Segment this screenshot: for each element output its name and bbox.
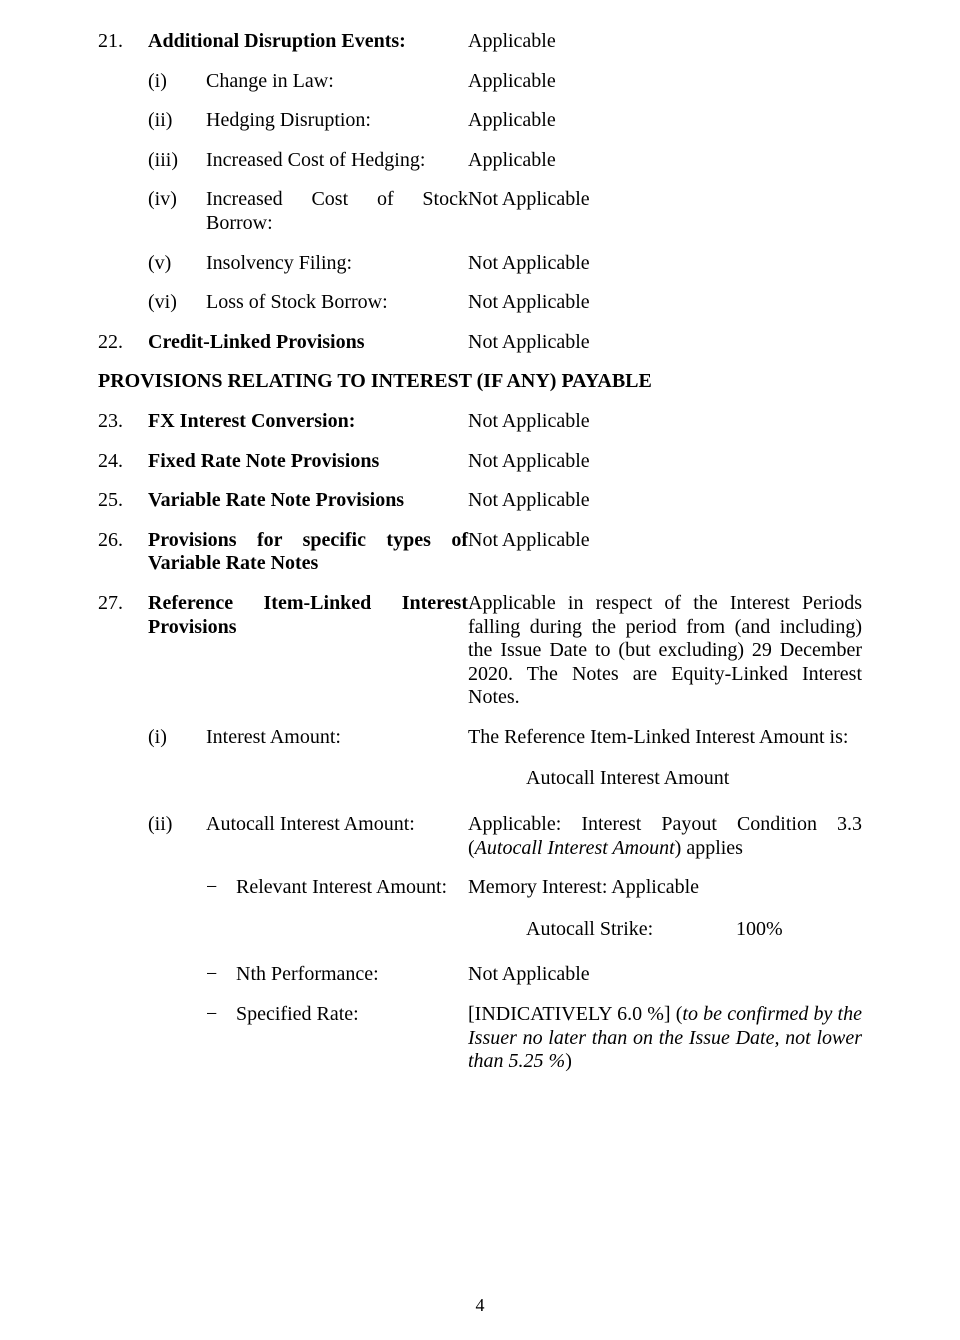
sub-marker: (i): [148, 70, 206, 94]
sub-value: Applicable: [468, 109, 862, 133]
sub-label: Hedging Disruption:: [206, 109, 468, 133]
item-21-iv: (iv) Increased Cost of Stock Borrow: Not…: [98, 188, 862, 235]
sub-marker: (v): [148, 252, 206, 276]
item-value: Not Applicable: [468, 450, 862, 474]
item-label: Credit-Linked Provisions: [148, 331, 468, 355]
item-27: 27. Reference Item-Linked Interest Provi…: [98, 592, 862, 710]
sub-marker: (iv): [148, 188, 206, 212]
text-part: ): [565, 1050, 572, 1072]
item-number: 25.: [98, 489, 148, 513]
item-27-i: (i) Interest Amount: The Reference Item-…: [98, 726, 862, 750]
item-27-ii-nth-performance: − Nth Performance: Not Applicable: [98, 963, 862, 987]
item-21-i: (i) Change in Law: Applicable: [98, 70, 862, 94]
sub-label: Change in Law:: [206, 70, 468, 94]
sub-value: Not Applicable: [468, 252, 862, 276]
item-label: Provisions for specific types of Variabl…: [148, 529, 468, 576]
dash-marker: −: [206, 1003, 236, 1027]
item-number: 22.: [98, 331, 148, 355]
item-21-v: (v) Insolvency Filing: Not Applicable: [98, 252, 862, 276]
item-value: Applicable in respect of the Interest Pe…: [468, 592, 862, 710]
sub-marker: (iii): [148, 149, 206, 173]
text-part: ) applies: [675, 837, 743, 859]
item-value: Applicable: [468, 30, 862, 54]
item-21: 21. Additional Disruption Events: Applic…: [98, 30, 862, 54]
item-25: 25. Variable Rate Note Provisions Not Ap…: [98, 489, 862, 513]
dash-value: [INDICATIVELY 6.0 %] (to be confirmed by…: [468, 1003, 862, 1074]
sub-label: Interest Amount:: [206, 726, 468, 750]
sub-value: The Reference Item-Linked Interest Amoun…: [468, 726, 862, 750]
sub-value: Applicable: Interest Payout Condition 3.…: [468, 813, 862, 860]
item-21-vi: (vi) Loss of Stock Borrow: Not Applicabl…: [98, 291, 862, 315]
dash-value: Memory Interest: Applicable: [468, 876, 862, 900]
page-number: 4: [0, 1295, 960, 1316]
item-number: 21.: [98, 30, 148, 54]
sub-marker: (ii): [148, 109, 206, 133]
item-24: 24. Fixed Rate Note Provisions Not Appli…: [98, 450, 862, 474]
sub-value: Not Applicable: [468, 291, 862, 315]
autocall-strike-value: 100%: [736, 918, 783, 942]
sub-marker: (vi): [148, 291, 206, 315]
item-number: 23.: [98, 410, 148, 434]
item-label: FX Interest Conversion:: [148, 410, 468, 434]
text-italic: Autocall Interest Amount: [475, 837, 675, 859]
item-22: 22. Credit-Linked Provisions Not Applica…: [98, 331, 862, 355]
item-23: 23. FX Interest Conversion: Not Applicab…: [98, 410, 862, 434]
sub-label: Insolvency Filing:: [206, 252, 468, 276]
item-label-text: Additional Disruption Events:: [148, 30, 406, 52]
sub-label: Increased Cost of Hedging:: [206, 149, 468, 173]
item-27-i-sub: Autocall Interest Amount: [526, 767, 862, 791]
section-heading-interest: PROVISIONS RELATING TO INTEREST (IF ANY)…: [98, 370, 862, 394]
autocall-strike-label: Autocall Strike:: [526, 918, 736, 942]
document-page: 21. Additional Disruption Events: Applic…: [0, 0, 960, 1340]
item-27-ii: (ii) Autocall Interest Amount: Applicabl…: [98, 813, 862, 860]
autocall-strike-row: Autocall Strike: 100%: [526, 918, 862, 942]
item-label: Variable Rate Note Provisions: [148, 489, 468, 513]
sub-value: Not Applicable: [468, 188, 862, 212]
item-label: Reference Item-Linked Interest Provision…: [148, 592, 468, 639]
dash-marker: −: [206, 963, 236, 987]
sub-label: Autocall Interest Amount:: [206, 813, 468, 837]
sub-value: Applicable: [468, 149, 862, 173]
item-number: 24.: [98, 450, 148, 474]
item-number: 27.: [98, 592, 148, 616]
item-value: Not Applicable: [468, 529, 862, 553]
item-21-ii: (ii) Hedging Disruption: Applicable: [98, 109, 862, 133]
item-27-ii-relevant-interest: − Relevant Interest Amount: Memory Inter…: [98, 876, 862, 900]
sub-marker: (ii): [148, 813, 206, 837]
dash-label: Relevant Interest Amount:: [236, 876, 468, 900]
dash-label: Specified Rate:: [236, 1003, 468, 1027]
item-label: Additional Disruption Events:: [148, 30, 468, 54]
dash-value: Not Applicable: [468, 963, 862, 987]
item-value: Not Applicable: [468, 331, 862, 355]
sub-value: Applicable: [468, 70, 862, 94]
item-label: Fixed Rate Note Provisions: [148, 450, 468, 474]
sub-label: Loss of Stock Borrow:: [206, 291, 468, 315]
item-number: 26.: [98, 529, 148, 553]
item-21-iii: (iii) Increased Cost of Hedging: Applica…: [98, 149, 862, 173]
sub-marker: (i): [148, 726, 206, 750]
text-part: [INDICATIVELY 6.0 %] (: [468, 1003, 682, 1025]
item-26: 26. Provisions for specific types of Var…: [98, 529, 862, 576]
sub-label: Increased Cost of Stock Borrow:: [206, 188, 468, 235]
item-27-ii-specified-rate: − Specified Rate: [INDICATIVELY 6.0 %] (…: [98, 1003, 862, 1074]
item-value: Not Applicable: [468, 489, 862, 513]
dash-marker: −: [206, 876, 236, 900]
item-value: Not Applicable: [468, 410, 862, 434]
dash-label: Nth Performance:: [236, 963, 468, 987]
